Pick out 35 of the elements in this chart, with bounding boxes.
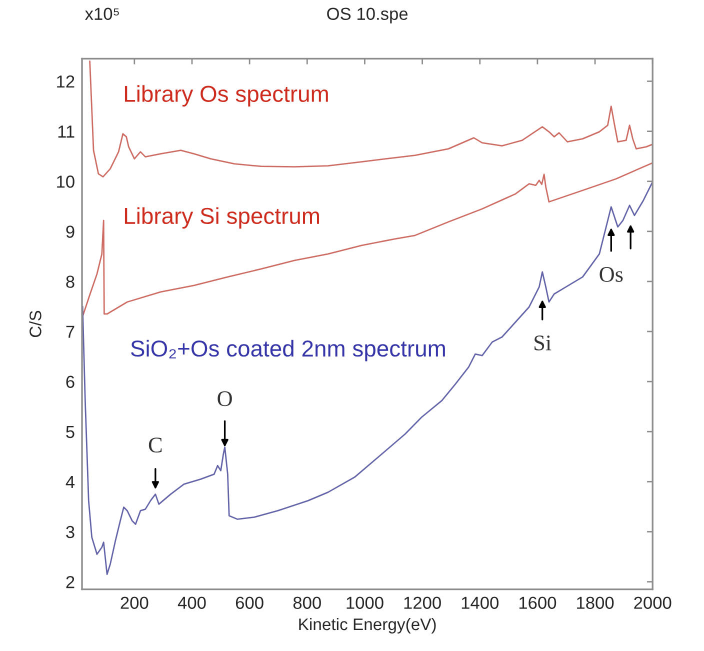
x-tick-label: 2000 [634, 596, 672, 609]
y-axis-title: C/S [29, 310, 42, 338]
y-tick-label: 3 [66, 526, 74, 538]
x-tick-label: 200 [120, 596, 148, 609]
series-label: Library Os spectrum [124, 85, 328, 107]
x-axis-title: Kinetic Energy(eV) [299, 618, 436, 634]
x-tick-label: 1000 [346, 596, 384, 609]
line-series [89, 60, 653, 178]
x-tick-label: 800 [293, 596, 321, 609]
x-tick-label: 1800 [577, 596, 614, 609]
x-tick-label: 1600 [519, 596, 556, 609]
x-tick-label: 400 [178, 596, 206, 609]
text: x10⁵ [84, 8, 119, 20]
y-tick-label: 6 [66, 376, 74, 388]
annotation: Os [600, 266, 623, 282]
y-tick-label: 2 [66, 576, 74, 588]
series-label: Library Si spectrum [124, 207, 319, 229]
line-series [82, 181, 653, 575]
annotation: C [148, 438, 162, 453]
y-tick-label: 12 [57, 75, 74, 88]
y-tick-label: 4 [66, 476, 75, 488]
annotation: O [218, 391, 232, 406]
y-tick-label: 7 [66, 326, 74, 338]
series-label: SiO₂+Os coated 2nm spectrum [130, 340, 445, 362]
line-series [82, 162, 653, 318]
x-tick-label: 1400 [462, 596, 499, 609]
y-tick-label: 5 [66, 426, 74, 438]
x-tick-label: 600 [236, 596, 264, 609]
y-tick-label: 11 [58, 126, 74, 138]
y-tick-label: 9 [66, 226, 74, 238]
chart-title: OS 10.spe [327, 8, 408, 24]
annotation: Si [534, 335, 552, 350]
x-tick-label: 1200 [404, 596, 441, 609]
y-tick-label: 10 [57, 176, 74, 188]
y-tick-label: 8 [66, 276, 74, 288]
